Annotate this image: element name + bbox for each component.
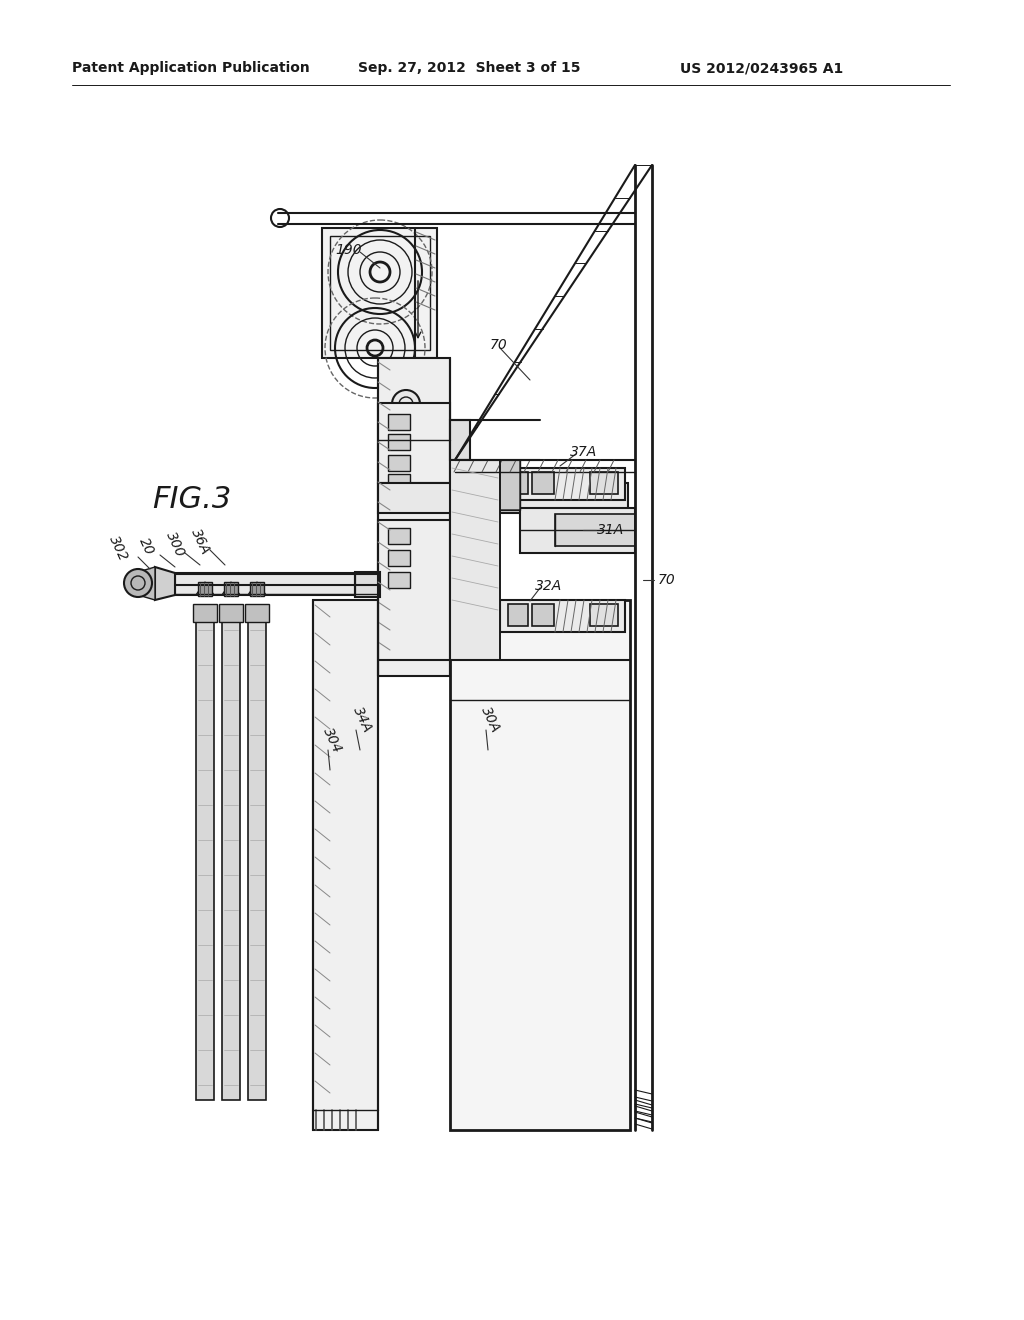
Text: 70: 70 <box>490 338 508 352</box>
Bar <box>193 605 217 622</box>
Bar <box>388 434 410 450</box>
Bar <box>313 601 378 1130</box>
Bar <box>450 420 470 459</box>
Bar <box>378 403 450 483</box>
Bar <box>500 469 625 500</box>
Bar <box>450 601 630 1130</box>
Bar <box>555 513 635 546</box>
Text: 31A: 31A <box>597 523 625 537</box>
Bar <box>219 605 243 622</box>
Bar <box>198 582 212 597</box>
Bar <box>222 620 240 1100</box>
Text: 32A: 32A <box>535 579 562 593</box>
Polygon shape <box>196 582 214 595</box>
Text: 20: 20 <box>136 535 156 557</box>
Polygon shape <box>222 582 240 595</box>
Polygon shape <box>450 459 520 510</box>
Bar <box>378 358 450 676</box>
Bar <box>508 473 528 494</box>
Text: 302: 302 <box>106 533 130 564</box>
Bar <box>224 582 238 597</box>
Text: 304: 304 <box>321 725 344 755</box>
Text: 36A: 36A <box>187 527 212 557</box>
Bar <box>355 572 380 597</box>
Bar <box>590 605 618 626</box>
Bar <box>532 605 554 626</box>
Bar <box>500 601 625 632</box>
Text: Patent Application Publication: Patent Application Publication <box>72 61 309 75</box>
Circle shape <box>392 543 420 570</box>
Text: 70: 70 <box>658 573 676 587</box>
Bar <box>388 572 410 587</box>
Bar <box>378 520 450 660</box>
Bar <box>322 228 437 358</box>
Bar <box>378 483 628 513</box>
Text: 300: 300 <box>163 529 187 560</box>
Bar <box>388 528 410 544</box>
Text: 30A: 30A <box>478 705 502 735</box>
Bar <box>196 620 214 1100</box>
Bar <box>520 508 635 553</box>
Circle shape <box>392 389 420 418</box>
Bar <box>388 414 410 430</box>
Bar <box>508 605 528 626</box>
Text: Sep. 27, 2012  Sheet 3 of 15: Sep. 27, 2012 Sheet 3 of 15 <box>358 61 581 75</box>
Bar <box>248 620 266 1100</box>
Bar <box>250 582 264 597</box>
Text: 37A: 37A <box>570 445 597 459</box>
Bar <box>450 459 500 660</box>
Polygon shape <box>138 568 155 601</box>
Bar <box>330 236 430 350</box>
Polygon shape <box>248 582 266 595</box>
Bar <box>388 474 410 490</box>
Polygon shape <box>450 459 520 510</box>
Polygon shape <box>155 568 175 601</box>
Text: 34A: 34A <box>350 705 374 735</box>
Text: US 2012/0243965 A1: US 2012/0243965 A1 <box>680 61 843 75</box>
Text: 190: 190 <box>335 243 361 257</box>
Bar <box>590 473 618 494</box>
Bar <box>388 455 410 471</box>
Bar <box>175 573 355 595</box>
Bar <box>532 473 554 494</box>
Text: FIG.3: FIG.3 <box>152 486 231 515</box>
Bar <box>245 605 269 622</box>
Bar <box>388 550 410 566</box>
Circle shape <box>124 569 152 597</box>
